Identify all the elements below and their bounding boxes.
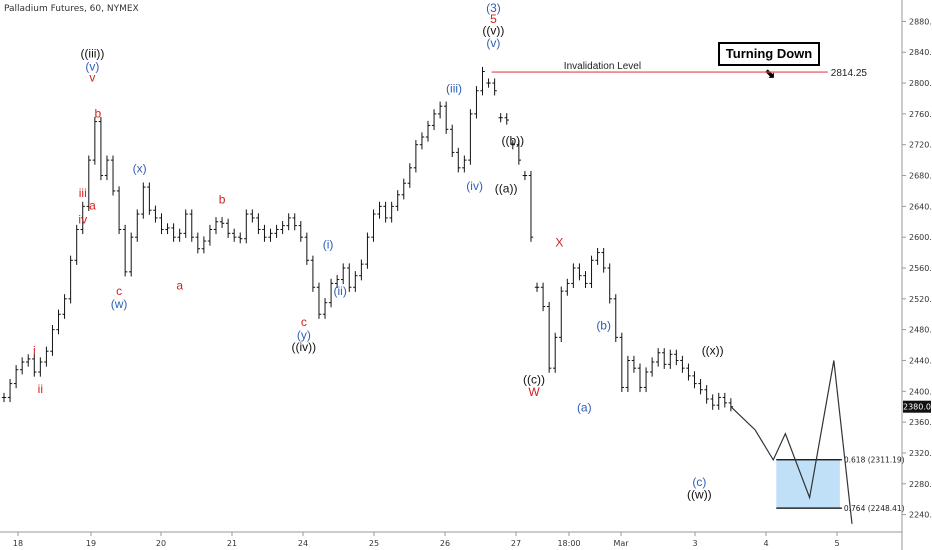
wave-label: (iii) [446, 81, 462, 95]
x-axis: 18 19 20 21 24 25 26 27 18:00 Mar 3 4 5 [0, 531, 902, 548]
invalidation-value: 2814.25 [831, 68, 868, 79]
wave-labels: iiiiiiivabv(v)((iii))c(w)(x)abc(y)((iv))… [33, 1, 724, 501]
x-tick-label: 20 [156, 539, 166, 548]
wave-label: (a) [577, 400, 592, 414]
turning-down-box: Turning Down ⬊ [718, 42, 820, 81]
invalidation-label: Invalidation Level [564, 61, 641, 72]
y-tick-label: 2240.0 [909, 511, 932, 520]
y-tick-label: 2760.0 [909, 110, 932, 119]
wave-label: ii [38, 382, 43, 396]
x-tick-label: 4 [763, 539, 768, 548]
wave-label: ((c)) [523, 373, 545, 387]
x-tick-label: 18 [13, 539, 23, 548]
wave-label: a [176, 279, 183, 293]
target-zone: 0.618 (2311.19) 0.764 (2248.41) [776, 456, 905, 513]
y-tick-label: 2400.0 [909, 387, 932, 396]
x-tick-label: 19 [86, 539, 96, 548]
fib-label: 0.618 (2311.19) [844, 456, 905, 465]
x-tick-label: Mar [613, 539, 629, 548]
y-tick-label: 2520.0 [909, 295, 932, 304]
wave-label: (w) [111, 297, 128, 311]
x-tick-label: 24 [298, 539, 308, 548]
projection-line [730, 360, 853, 524]
wave-label: c [301, 315, 307, 329]
wave-label: v [89, 71, 95, 85]
y-tick-label: 2280.0 [909, 480, 932, 489]
wave-label: b [219, 192, 226, 206]
y-tick-label: 2880.0 [909, 17, 932, 26]
trend-down-arrow-icon: ⬊ [764, 66, 776, 81]
wave-label: W [528, 385, 540, 399]
y-tick-label: 2680.0 [909, 172, 932, 181]
y-tick-label: 2560.0 [909, 264, 932, 273]
wave-label: ((x)) [702, 343, 724, 357]
x-tick-label: 26 [440, 539, 450, 548]
wave-label: X [555, 235, 563, 249]
projection-path [730, 360, 853, 524]
chart-title: Palladium Futures, 60, NYMEX [4, 4, 139, 14]
y-tick-label: 2800.0 [909, 79, 932, 88]
y-tick-label: 2320.0 [909, 449, 932, 458]
y-axis: 2240.0 2280.0 2320.0 2360.0 2400.0 2440.0 2480… [901, 0, 932, 550]
y-tick-label: 2600.0 [909, 233, 932, 242]
wave-label: (v) [85, 60, 99, 74]
wave-label: ((a)) [495, 181, 518, 195]
y-tick-label: 2840.0 [909, 48, 932, 57]
wave-label: ((b)) [501, 134, 524, 148]
price-bars [1, 66, 734, 412]
y-tick-label: 2480.0 [909, 326, 932, 335]
y-tick-label: 2440.0 [909, 356, 932, 365]
wave-label: ((iv)) [292, 340, 317, 354]
wave-label: ((w)) [687, 487, 712, 501]
invalidation-level: Invalidation Level 2814.25 [491, 61, 868, 79]
wave-label: b [95, 107, 102, 121]
fib-label: 0.764 (2248.41) [844, 504, 905, 513]
y-tick-label: 2720.0 [909, 141, 932, 150]
y-tick-label: 2640.0 [909, 202, 932, 211]
x-tick-label: 18:00 [557, 539, 580, 548]
x-tick-label: 21 [227, 539, 237, 548]
wave-label: (v) [486, 36, 500, 50]
x-tick-label: 3 [692, 539, 697, 548]
wave-label: (iv) [466, 179, 483, 193]
wave-label: iv [78, 212, 87, 226]
wave-label: (x) [133, 161, 147, 175]
wave-label: (b) [596, 319, 611, 333]
wave-label: ((v)) [482, 24, 504, 38]
current-price-marker [903, 400, 931, 413]
x-tick-label: 27 [511, 539, 521, 548]
wave-label: i [33, 343, 36, 357]
wave-label: c [116, 284, 122, 298]
current-price-label: 2380.0 [903, 403, 931, 412]
wave-label: (i) [323, 238, 334, 252]
x-tick-label: 5 [834, 539, 839, 548]
x-tick-label: 25 [369, 539, 379, 548]
target-box [776, 459, 840, 509]
wave-label: (c) [692, 475, 706, 489]
wave-label: 5 [490, 12, 497, 26]
turning-down-label: Turning Down [725, 46, 813, 61]
wave-label: a [89, 198, 96, 212]
wave-label: iii [79, 186, 87, 200]
wave-label: (ii) [334, 284, 347, 298]
wave-label: ((iii)) [80, 47, 104, 61]
y-tick-label: 2360.0 [909, 418, 932, 427]
wave-label: (3) [486, 1, 501, 15]
wave-label: (y) [297, 328, 311, 342]
